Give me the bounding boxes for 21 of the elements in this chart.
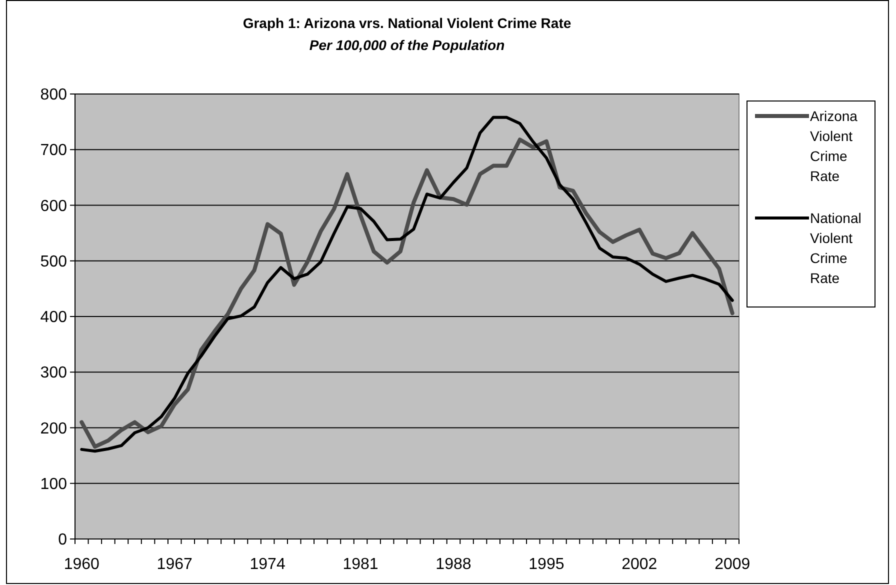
y-tick-label: 500 (40, 253, 68, 270)
y-tick-label: 300 (40, 364, 68, 382)
y-tick-label: 400 (40, 309, 68, 326)
y-tick-label: 800 (40, 86, 68, 104)
x-tick-label: 2002 (622, 556, 658, 573)
y-tick-label: 600 (40, 198, 68, 215)
x-tick-label: 1974 (250, 556, 286, 573)
y-tick-label: 200 (40, 420, 68, 438)
chart-title: Graph 1: Arizona vrs. National Violent Crime Rate (242, 15, 572, 31)
legend-label: National Violent Crime Rate (810, 210, 862, 286)
x-tick-label: 2009 (714, 556, 750, 573)
y-tick-label: 0 (58, 532, 68, 549)
x-tick-label: 1995 (528, 556, 564, 573)
x-tick-label: 1967 (156, 556, 192, 573)
y-tick-label: 700 (40, 142, 68, 160)
y-tick-label: 100 (40, 476, 68, 493)
chart-subtitle: Per 100,000 of the Population (309, 37, 505, 53)
x-tick-label: 1960 (64, 556, 100, 573)
x-tick-label: 1981 (342, 556, 378, 573)
x-tick-label: 1988 (436, 556, 472, 573)
legend-label: Arizona Violent Crime Rate (810, 108, 858, 184)
